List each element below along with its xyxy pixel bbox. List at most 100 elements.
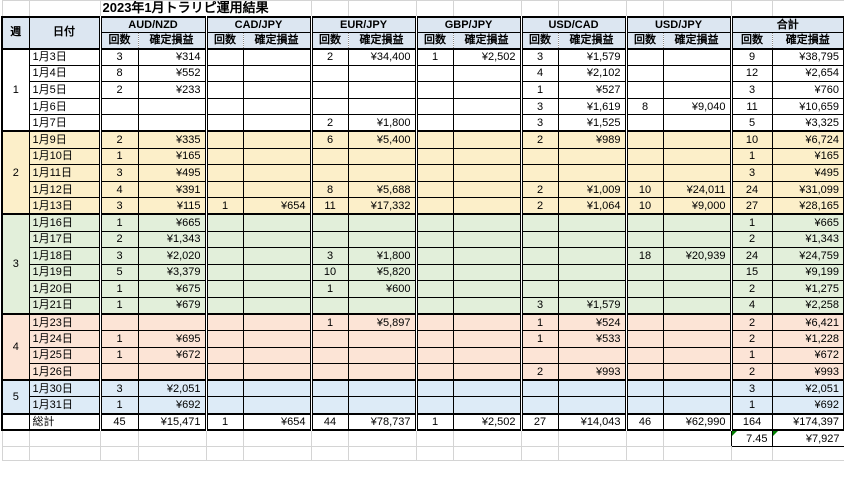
profit-cell[interactable] <box>347 346 417 365</box>
count-cell[interactable] <box>414 230 454 249</box>
profit-cell[interactable] <box>662 81 732 99</box>
date-cell[interactable]: 1月7日 <box>28 114 101 132</box>
empty-cell[interactable] <box>625 429 664 448</box>
profit-cell[interactable]: ¥665 <box>137 213 207 232</box>
profit-cell[interactable]: ¥2,020 <box>137 247 207 265</box>
profit-cell[interactable]: ¥2,258 <box>771 296 844 315</box>
count-cell[interactable]: 3 <box>729 81 773 99</box>
count-cell[interactable]: 27 <box>729 197 773 215</box>
profit-cell[interactable] <box>347 363 417 381</box>
count-cell[interactable] <box>624 263 664 282</box>
count-cell[interactable] <box>414 213 454 232</box>
count-cell[interactable]: 3 <box>519 114 559 132</box>
count-cell[interactable] <box>204 81 244 99</box>
profit-cell[interactable]: ¥3,325 <box>771 114 844 132</box>
header-profit[interactable]: 確定損益 <box>662 32 732 49</box>
empty-cell[interactable] <box>99 446 139 462</box>
profit-cell[interactable] <box>452 230 522 249</box>
profit-cell[interactable] <box>452 64 522 83</box>
profit-cell[interactable] <box>452 147 522 166</box>
profit-cell[interactable]: ¥335 <box>137 130 207 149</box>
count-cell[interactable] <box>414 280 454 298</box>
grand-total-profit[interactable]: ¥15,471 <box>137 412 207 432</box>
profit-cell[interactable]: ¥675 <box>137 280 207 298</box>
count-cell[interactable] <box>624 313 664 332</box>
count-cell[interactable] <box>309 330 349 348</box>
date-cell[interactable]: 1月30日 <box>28 379 101 398</box>
count-cell[interactable] <box>624 396 664 415</box>
profit-cell[interactable] <box>452 263 522 282</box>
grand-total-profit[interactable]: ¥654 <box>242 412 312 432</box>
count-cell[interactable]: 9 <box>729 47 773 66</box>
grand-total-count[interactable]: 1 <box>414 412 454 432</box>
count-cell[interactable]: 3 <box>98 379 139 398</box>
empty-cell[interactable] <box>771 0 844 17</box>
date-cell[interactable]: 1月4日 <box>28 64 101 83</box>
profit-cell[interactable] <box>452 180 522 199</box>
header-profit[interactable]: 確定損益 <box>347 32 417 49</box>
count-cell[interactable] <box>414 263 454 282</box>
empty-cell[interactable] <box>730 0 773 17</box>
count-cell[interactable] <box>414 64 454 83</box>
count-cell[interactable]: 12 <box>729 64 773 83</box>
week-group-cell[interactable] <box>1 412 30 432</box>
empty-cell[interactable] <box>415 429 454 448</box>
profit-cell[interactable] <box>662 164 732 182</box>
empty-cell[interactable] <box>28 429 101 448</box>
profit-cell[interactable] <box>137 114 207 132</box>
profit-cell[interactable]: ¥1,343 <box>771 230 844 249</box>
date-cell[interactable]: 1月16日 <box>28 213 101 232</box>
count-cell[interactable]: 15 <box>729 263 773 282</box>
profit-cell[interactable]: ¥6,421 <box>771 313 844 332</box>
count-cell[interactable]: 3 <box>519 296 559 315</box>
profit-cell[interactable] <box>347 296 417 315</box>
profit-cell[interactable] <box>452 296 522 315</box>
count-cell[interactable]: 3 <box>98 247 139 265</box>
profit-cell[interactable] <box>347 396 417 415</box>
date-cell[interactable]: 1月9日 <box>28 130 101 149</box>
profit-cell[interactable] <box>662 263 732 282</box>
profit-cell[interactable]: ¥1,009 <box>557 180 627 199</box>
profit-cell[interactable] <box>662 346 732 365</box>
profit-cell[interactable] <box>452 197 522 215</box>
profit-cell[interactable] <box>662 379 732 398</box>
profit-cell[interactable] <box>452 247 522 265</box>
count-cell[interactable] <box>204 263 244 282</box>
count-cell[interactable]: 1 <box>414 47 454 66</box>
count-cell[interactable]: 8 <box>309 180 349 199</box>
profit-cell[interactable] <box>452 313 522 332</box>
count-cell[interactable]: 3 <box>729 164 773 182</box>
count-cell[interactable]: 1 <box>98 346 139 365</box>
profit-cell[interactable]: ¥1,525 <box>557 114 627 132</box>
count-cell[interactable]: 4 <box>729 296 773 315</box>
count-cell[interactable]: 3 <box>98 197 139 215</box>
empty-cell[interactable] <box>1 446 30 462</box>
profit-cell[interactable] <box>557 396 627 415</box>
count-cell[interactable]: 2 <box>729 313 773 332</box>
count-cell[interactable]: 5 <box>729 114 773 132</box>
count-cell[interactable]: 2 <box>729 230 773 249</box>
profit-cell[interactable] <box>242 164 312 182</box>
count-cell[interactable]: 3 <box>519 97 559 116</box>
count-cell[interactable] <box>414 346 454 365</box>
empty-cell[interactable] <box>557 0 627 17</box>
date-cell[interactable]: 1月20日 <box>28 280 101 298</box>
profit-cell[interactable]: ¥527 <box>557 81 627 99</box>
profit-cell[interactable]: ¥2,654 <box>771 64 844 83</box>
profit-cell[interactable] <box>662 114 732 132</box>
empty-cell[interactable] <box>557 446 627 462</box>
header-pair[interactable]: EUR/JPY <box>309 15 417 33</box>
header-count[interactable]: 回数 <box>309 32 349 49</box>
count-cell[interactable] <box>624 296 664 315</box>
profit-cell[interactable] <box>242 330 312 348</box>
profit-cell[interactable] <box>242 396 312 415</box>
average-count-cell[interactable]: 7.45 <box>730 429 773 448</box>
header-profit[interactable]: 確定損益 <box>771 32 844 49</box>
profit-cell[interactable]: ¥28,165 <box>771 197 844 215</box>
count-cell[interactable]: 4 <box>98 180 139 199</box>
week-group-cell[interactable]: 2 <box>1 130 30 215</box>
count-cell[interactable]: 8 <box>624 97 664 116</box>
count-cell[interactable]: 1 <box>729 213 773 232</box>
profit-cell[interactable]: ¥692 <box>137 396 207 415</box>
count-cell[interactable] <box>204 47 244 66</box>
